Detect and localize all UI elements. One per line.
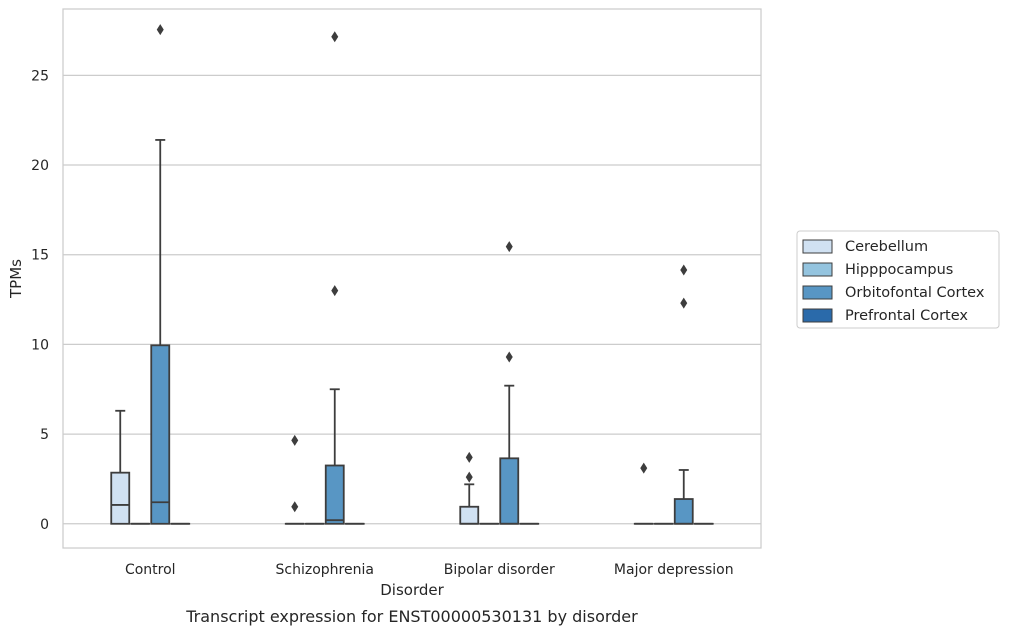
legend-entry: Orbitofontal Cortex (845, 285, 985, 301)
figure-caption: Transcript expression for ENST0000053013… (185, 607, 638, 626)
legend-swatch (802, 308, 833, 323)
y-tick-label: 5 (40, 427, 49, 443)
legend-frame (796, 230, 1000, 329)
box-orbitofontal-cortex (499, 241, 520, 525)
y-tick-label: 0 (40, 517, 49, 533)
outlier-point (680, 264, 688, 276)
box-body (673, 498, 694, 525)
box-cerebellum (633, 462, 654, 525)
outlier-point (291, 501, 299, 513)
legend-swatch (802, 285, 833, 300)
outlier-point (331, 31, 339, 43)
outlier-point (331, 285, 339, 297)
outlier-point (465, 451, 473, 463)
x-tick-label: Major depression (614, 562, 734, 578)
legend: Cerebellum Hipppocampus Orbitofontal Corte… (796, 230, 1000, 329)
legend-swatch (802, 262, 833, 277)
box-orbitofontal-cortex (150, 24, 171, 525)
outlier-point (465, 471, 473, 483)
outlier-point (156, 24, 164, 36)
box-orbitofontal-cortex (324, 31, 345, 525)
box-cerebellum (459, 451, 480, 525)
box-body (499, 457, 520, 525)
x-tick-labels: Control Schizophrenia Bipolar disorder Majo… (125, 562, 734, 578)
box-cerebellum (110, 409, 131, 525)
y-tick-labels: 0 5 10 15 20 25 (31, 68, 49, 532)
x-tick-label: Bipolar disorder (444, 562, 555, 578)
x-tick-label: Schizophrenia (276, 562, 374, 578)
y-tick-label: 15 (31, 248, 49, 264)
outlier-point (505, 351, 513, 363)
x-axis-label: Disorder (380, 581, 444, 599)
y-tick-label: 20 (31, 158, 49, 174)
box-body (110, 471, 131, 525)
legend-entry: Cerebellum (845, 239, 928, 255)
outlier-point (505, 241, 513, 253)
legend-swatch (802, 239, 833, 254)
box-body (324, 464, 345, 525)
outlier-point (291, 434, 299, 446)
y-tick-label: 10 (31, 337, 49, 353)
outlier-point (680, 297, 688, 309)
box-cerebellum (284, 434, 305, 525)
y-tick-label: 25 (31, 68, 49, 84)
outlier-point (640, 462, 648, 474)
legend-entry: Prefrontal Cortex (845, 308, 968, 324)
box-orbitofontal-cortex (673, 264, 694, 525)
box-series (110, 24, 714, 525)
legend-entry: Hipppocampus (845, 262, 953, 278)
plot-frame (62, 8, 762, 549)
x-tick-label: Control (125, 562, 176, 578)
box-body (150, 344, 171, 525)
y-axis-label: TPMs (7, 259, 25, 299)
box-body (459, 505, 480, 525)
